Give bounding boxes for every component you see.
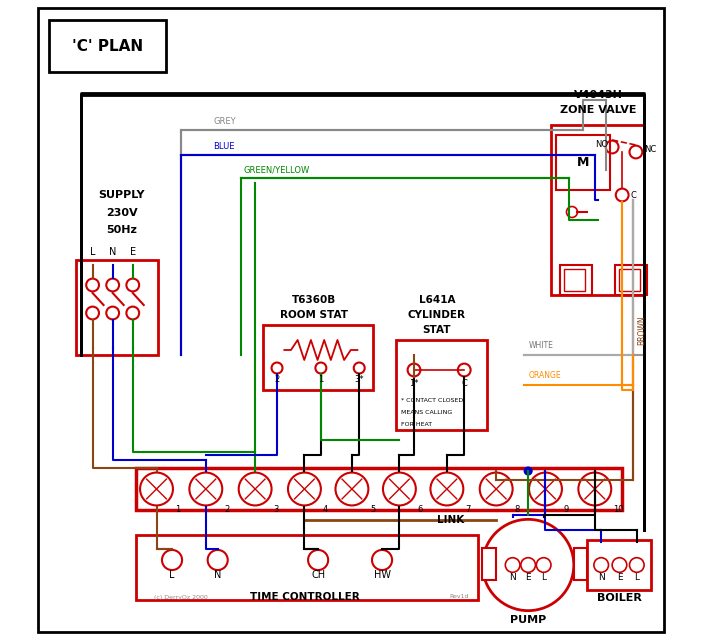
Text: SUPPLY: SUPPLY: [98, 190, 145, 200]
FancyBboxPatch shape: [263, 325, 373, 390]
Text: NO: NO: [595, 140, 609, 149]
Text: 5: 5: [370, 506, 376, 515]
Text: 3*: 3*: [355, 374, 364, 383]
Text: N: N: [598, 574, 604, 583]
Text: C: C: [461, 378, 467, 388]
Text: M: M: [577, 156, 589, 169]
Text: N: N: [214, 570, 221, 580]
Text: HW: HW: [373, 570, 390, 580]
Text: L641A: L641A: [418, 295, 455, 305]
Text: N: N: [509, 574, 516, 583]
Text: 'C' PLAN: 'C' PLAN: [72, 38, 143, 53]
Text: 10: 10: [613, 506, 623, 515]
Text: CH: CH: [311, 570, 325, 580]
Text: 7: 7: [465, 506, 470, 515]
Text: GREY: GREY: [213, 117, 236, 126]
Text: BOILER: BOILER: [597, 593, 642, 603]
FancyBboxPatch shape: [38, 8, 664, 632]
Text: BROWN: BROWN: [637, 315, 646, 345]
Text: 2: 2: [274, 374, 279, 383]
Text: 1: 1: [318, 374, 324, 383]
Text: GREEN/YELLOW: GREEN/YELLOW: [244, 165, 310, 174]
Text: 2: 2: [224, 506, 230, 515]
Text: MEANS CALLING: MEANS CALLING: [402, 410, 453, 415]
FancyBboxPatch shape: [482, 548, 496, 580]
FancyBboxPatch shape: [135, 468, 622, 510]
FancyBboxPatch shape: [560, 265, 592, 295]
FancyBboxPatch shape: [564, 269, 585, 291]
Text: PUMP: PUMP: [510, 615, 546, 625]
FancyBboxPatch shape: [135, 535, 478, 600]
Text: 3: 3: [273, 506, 279, 515]
Text: FOR HEAT: FOR HEAT: [402, 422, 432, 426]
Text: C: C: [630, 190, 636, 199]
FancyBboxPatch shape: [615, 265, 647, 295]
Text: NC: NC: [644, 144, 656, 153]
Text: Rev1d: Rev1d: [449, 594, 469, 599]
Text: TIME CONTROLLER: TIME CONTROLLER: [249, 592, 359, 602]
Text: E: E: [130, 247, 135, 257]
Text: T6360B: T6360B: [291, 295, 336, 305]
Text: WHITE: WHITE: [529, 341, 554, 350]
Text: L: L: [169, 570, 175, 580]
Text: E: E: [616, 574, 622, 583]
Text: LINK: LINK: [437, 515, 464, 525]
Text: STAT: STAT: [423, 325, 451, 335]
Text: 4: 4: [323, 506, 328, 515]
FancyBboxPatch shape: [588, 540, 651, 590]
Text: 9: 9: [564, 506, 569, 515]
FancyBboxPatch shape: [551, 125, 644, 295]
Text: V4043H: V4043H: [574, 90, 623, 100]
FancyBboxPatch shape: [555, 135, 610, 190]
FancyBboxPatch shape: [618, 269, 640, 291]
Text: 8: 8: [515, 506, 519, 515]
Text: * CONTACT CLOSED: * CONTACT CLOSED: [402, 397, 463, 403]
Text: 1: 1: [175, 506, 180, 515]
FancyBboxPatch shape: [574, 548, 588, 580]
Text: L: L: [90, 247, 95, 257]
Text: 50Hz: 50Hz: [107, 225, 138, 235]
Text: CYLINDER: CYLINDER: [408, 310, 466, 320]
Text: L: L: [541, 574, 546, 583]
Text: L: L: [635, 574, 640, 583]
Text: BLUE: BLUE: [213, 142, 234, 151]
Text: (c) DerryOz 2000: (c) DerryOz 2000: [154, 594, 208, 599]
FancyBboxPatch shape: [76, 260, 159, 355]
Text: 1*: 1*: [409, 378, 419, 388]
Text: 6: 6: [418, 506, 423, 515]
Text: E: E: [525, 574, 531, 583]
Text: ORANGE: ORANGE: [529, 371, 562, 380]
Text: N: N: [109, 247, 117, 257]
Text: ROOM STAT: ROOM STAT: [279, 310, 347, 320]
FancyBboxPatch shape: [396, 340, 487, 430]
Circle shape: [524, 467, 533, 476]
Text: 230V: 230V: [106, 208, 138, 218]
FancyBboxPatch shape: [48, 20, 166, 72]
Text: ZONE VALVE: ZONE VALVE: [560, 105, 637, 115]
